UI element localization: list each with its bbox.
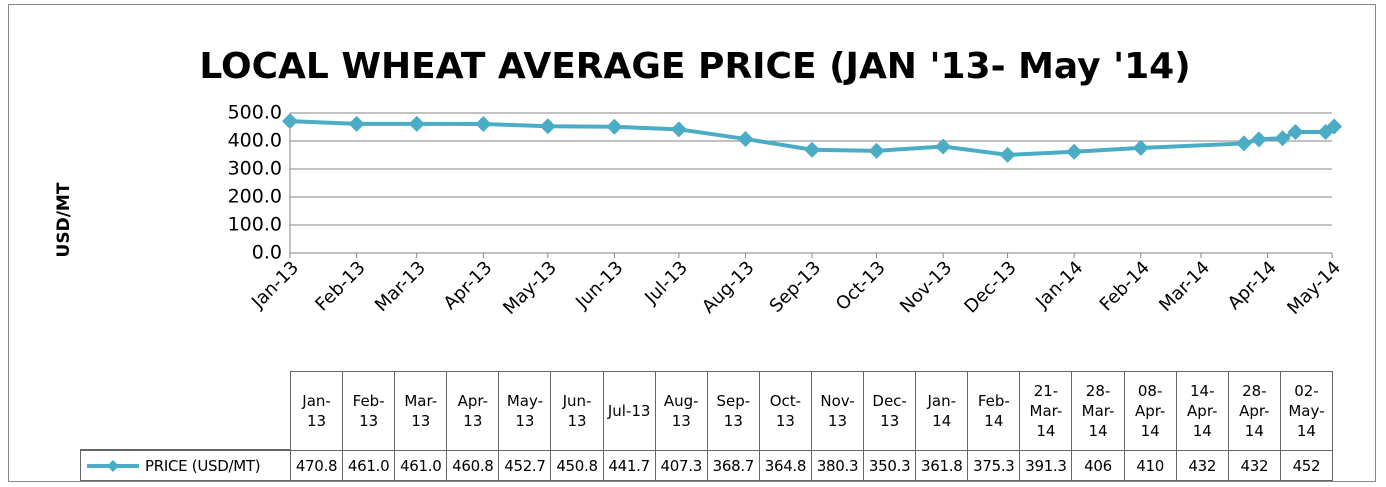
table-value: 470.8	[290, 450, 344, 481]
x-tick-label: Aug-13	[698, 257, 758, 317]
point-marker	[348, 115, 365, 132]
table-header: 28-Mar-14	[1071, 371, 1125, 451]
table-value: 364.8	[758, 450, 812, 481]
y-tick-label: 300.0	[228, 158, 282, 180]
table-value: 406	[1071, 450, 1125, 481]
x-tick-label: Apr-13	[440, 257, 497, 314]
point-marker	[670, 121, 687, 138]
point-marker	[737, 130, 754, 147]
point-marker	[1274, 130, 1291, 147]
legend-key	[87, 459, 139, 472]
data-table: Jan-13 Feb-13 Mar-13 Apr-13 May-13 Jun-13 Jul-…	[80, 371, 1333, 481]
point-marker	[999, 146, 1016, 163]
point-marker	[1326, 118, 1343, 135]
y-tick-label: 500.0	[228, 102, 282, 124]
legend-label: PRICE (USD/MT)	[145, 456, 261, 475]
point-marker	[606, 118, 623, 135]
x-tick-label: Jan-14	[1031, 257, 1087, 313]
table-value: 407.3	[654, 450, 708, 481]
table-corner	[80, 371, 291, 450]
x-tick-label: Mar-14	[1155, 257, 1214, 316]
table-value: 432	[1227, 450, 1281, 481]
x-tick-label: Apr-14	[1224, 257, 1281, 314]
x-tick-label: Jan-13	[247, 257, 303, 313]
table-value: 410	[1123, 450, 1177, 481]
point-marker	[408, 115, 425, 132]
table-header: Oct-13	[758, 371, 812, 451]
x-tick-label: May-13	[499, 257, 561, 319]
table-header: Nov-13	[810, 371, 865, 451]
x-tick-label: Oct-13	[832, 257, 890, 315]
table-header: Jul-13	[602, 371, 656, 451]
point-marker	[1317, 124, 1334, 141]
table-value: 460.8	[446, 450, 500, 481]
x-tick-label: Feb-14	[1096, 257, 1154, 315]
table-header: Jun-13	[550, 371, 604, 451]
point-marker	[1132, 139, 1149, 156]
table-header: Feb-13	[342, 371, 396, 451]
chart-frame	[8, 4, 1376, 482]
point-marker	[935, 138, 952, 155]
x-tick-label: Nov-13	[896, 257, 956, 317]
table-value: 361.8	[915, 450, 969, 481]
legend-cell: PRICE (USD/MT)	[80, 450, 291, 481]
point-marker	[282, 113, 298, 130]
chart-title: LOCAL WHEAT AVERAGE PRICE (JAN '13- May …	[199, 46, 1190, 87]
x-tick-label: Mar-13	[371, 257, 430, 316]
point-marker	[1250, 131, 1267, 148]
legend-marker	[107, 459, 119, 472]
table-value: 461.0	[394, 450, 448, 481]
x-tick-label: Jun-13	[571, 257, 627, 313]
x-tick-label: Dec-13	[960, 257, 1020, 317]
table-header: Sep-13	[706, 371, 760, 451]
point-marker	[804, 141, 821, 158]
point-marker	[475, 115, 492, 132]
x-tick-label: Sep-13	[766, 257, 826, 317]
x-tick-label: Jul-13	[640, 257, 692, 309]
table-header: Aug-13	[654, 371, 708, 451]
table-header: 21-Mar-14	[1019, 371, 1073, 451]
y-tick-label: 400.0	[228, 130, 282, 152]
table-value: 461.0	[342, 450, 396, 481]
point-marker	[1287, 124, 1304, 141]
table-value: 432	[1175, 450, 1229, 481]
table-value: 368.7	[706, 450, 760, 481]
table-value: 450.8	[550, 450, 604, 481]
point-marker	[1235, 135, 1252, 152]
table-value: 452.7	[498, 450, 552, 481]
table-header: 14-Apr-14	[1175, 371, 1229, 451]
table-value: 375.3	[967, 450, 1021, 481]
table-header: Jan-13	[290, 371, 344, 451]
y-axis-label: USD/MT	[54, 182, 74, 257]
point-marker	[868, 142, 885, 159]
table-header: Apr-13	[446, 371, 500, 451]
x-tick-label: May-14	[1283, 257, 1345, 319]
table-header: Jan-14	[915, 371, 969, 451]
table-header: May-13	[498, 371, 552, 451]
y-tick-label: 200.0	[228, 186, 282, 208]
x-tick-label: Feb-13	[311, 257, 369, 315]
table-value: 380.3	[810, 450, 865, 481]
table-value: 441.7	[602, 450, 656, 481]
table-header: 28-Apr-14	[1227, 371, 1281, 451]
point-marker	[539, 118, 556, 135]
point-marker	[1066, 143, 1083, 160]
y-tick-label: 100.0	[228, 214, 282, 236]
table-value: 391.3	[1019, 450, 1073, 481]
table-header: Dec-13	[863, 371, 917, 451]
chart: LOCAL WHEAT AVERAGE PRICE (JAN '13- May …	[54, 46, 1345, 319]
table-header: 02-May-14	[1279, 371, 1333, 451]
table-value: 452	[1279, 450, 1333, 481]
y-tick-label: 0.0	[252, 242, 282, 264]
table-value: 350.3	[863, 450, 917, 481]
table-header: 08-Apr-14	[1123, 371, 1177, 451]
table-header: Feb-14	[967, 371, 1021, 451]
table-header: Mar-13	[394, 371, 448, 451]
